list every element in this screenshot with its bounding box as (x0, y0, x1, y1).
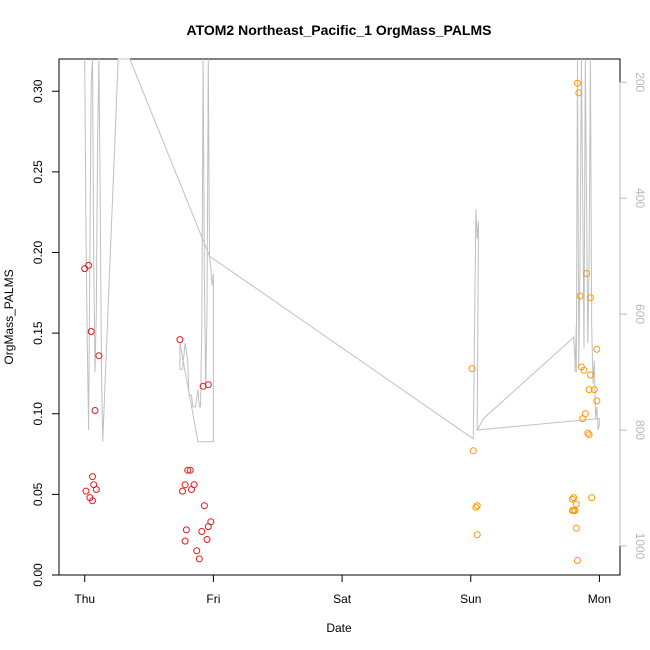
data-point (585, 386, 593, 394)
y-tick-label: 0.20 (31, 240, 45, 264)
data-point (91, 407, 99, 414)
data-point (586, 294, 594, 302)
y-tick-label: 0.05 (31, 482, 45, 506)
y-tick-label: 0.10 (31, 402, 45, 426)
data-point (89, 497, 96, 505)
data-point (583, 270, 590, 277)
x-tick-label: Sun (460, 592, 481, 606)
x-axis-label: Date (326, 621, 352, 635)
y2-tick-label: 1000 (633, 533, 647, 560)
data-point (593, 397, 601, 405)
data-point (193, 547, 201, 555)
altitude-line (84, 58, 600, 443)
data-point (568, 495, 576, 503)
data-point (203, 536, 211, 543)
data-point (184, 466, 192, 474)
x-tick-label: Thu (74, 592, 95, 606)
data-point (579, 415, 587, 423)
data-point (95, 352, 103, 360)
data-point (469, 447, 477, 455)
y2-tick-label: 600 (633, 304, 647, 324)
data-point (473, 502, 481, 510)
data-point (468, 365, 476, 373)
data-point (198, 528, 206, 535)
y2-tick-label: 400 (633, 188, 647, 208)
altitude-line-layer (84, 58, 600, 443)
data-point (179, 487, 186, 495)
data-point (574, 557, 581, 564)
y-tick-label: 0.15 (31, 321, 45, 345)
data-point (570, 494, 578, 502)
data-point (572, 524, 580, 532)
data-point (593, 345, 601, 353)
y2-tick-label: 200 (633, 72, 647, 92)
y2-tick-label: 800 (633, 420, 647, 440)
data-point (473, 531, 481, 539)
data-point (181, 537, 189, 545)
data-point (87, 328, 95, 335)
x-axis: Thu Fri Sat Sun Mon (74, 574, 611, 606)
data-point (590, 386, 598, 394)
data-point (195, 555, 203, 563)
data-point (585, 431, 593, 439)
data-point (204, 381, 212, 389)
y2-axis: 200 400 600 800 1000 (619, 72, 647, 560)
points-layer (81, 79, 601, 564)
y-axis: 0.00 0.05 0.10 0.15 0.20 0.25 0.30 (31, 79, 60, 587)
y-tick-label: 0.30 (31, 79, 45, 103)
data-point (586, 371, 594, 379)
x-tick-label: Fri (206, 592, 220, 606)
data-point (188, 486, 195, 493)
data-point (571, 507, 579, 514)
y-axis-label: OrgMass_PALMS (2, 269, 16, 364)
data-point (575, 89, 583, 97)
data-point (472, 503, 480, 511)
data-point (580, 366, 588, 374)
data-point (576, 292, 584, 300)
x-tick-label: Mon (588, 592, 611, 606)
y-tick-label: 0.25 (31, 160, 45, 184)
chart-title: ATOM2 Northeast_Pacific_1 OrgMass_PALMS (187, 22, 492, 38)
data-point (572, 500, 580, 508)
data-point (574, 79, 581, 87)
x-tick-label: Sat (333, 592, 352, 606)
y-tick-label: 0.00 (31, 563, 45, 587)
data-point (588, 494, 596, 502)
data-point (89, 473, 96, 481)
data-point (182, 526, 190, 534)
data-point (85, 261, 93, 269)
data-point (82, 487, 90, 495)
data-point (176, 336, 184, 344)
data-point (92, 486, 100, 493)
data-point (584, 429, 592, 437)
data-point (200, 502, 208, 510)
data-point (186, 466, 194, 474)
data-point (181, 481, 189, 489)
data-point (204, 523, 212, 531)
